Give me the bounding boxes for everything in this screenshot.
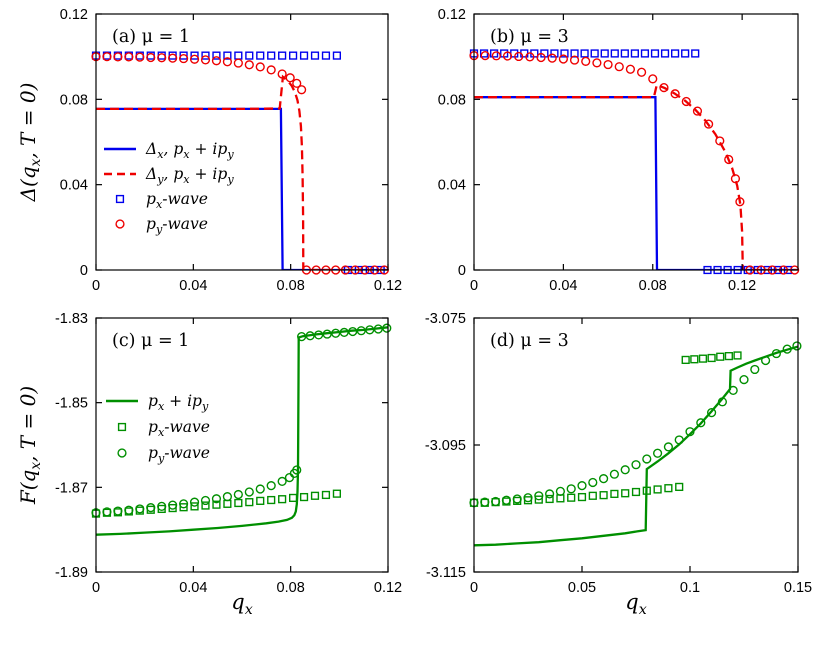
x-tick-label: 0.04: [179, 278, 207, 294]
panel-b: 0 0.04 0.08 0.12 0 0.04 0.08 0.12 (b) μ = 3: [438, 7, 800, 294]
x-tick-label: 0.08: [277, 278, 305, 294]
panel-b-label: (b) μ = 3: [490, 27, 569, 47]
panel-b-frame: [473, 13, 799, 271]
legend-label: px-wave: [146, 190, 208, 211]
series-py_wave: [469, 341, 802, 508]
series-py_wave: [469, 50, 800, 275]
y-tick-label: 0.12: [60, 7, 88, 23]
y-tick-label: -1.83: [55, 311, 88, 327]
panel-d-label: (d) μ = 3: [490, 331, 569, 351]
panel-b-ticks: [473, 13, 798, 271]
y-tick-label: 0.08: [60, 92, 88, 108]
series-px_ipy: [474, 345, 798, 547]
series-px_wave: [469, 351, 742, 507]
legend-label: Δy, px + ipy: [145, 165, 234, 186]
y-tick-label: 0: [458, 263, 466, 279]
y-axis-title-free-energy: F(qx, T = 0): [16, 385, 44, 505]
y-tick-label: 0.08: [438, 92, 466, 108]
y-tick-label: 0.12: [438, 7, 466, 23]
series-delta_x_px_ipy: [96, 107, 388, 270]
x-axis-title-right: qx: [625, 590, 647, 619]
x-tick-label: 0.15: [784, 580, 812, 596]
x-tick-label: 0.04: [549, 278, 577, 294]
y-tick-label: -3.115: [426, 565, 466, 581]
panel-a-label: (a) μ = 1: [112, 27, 190, 47]
legend-label: py-wave: [146, 215, 208, 236]
x-tick-label: 0.1: [680, 580, 700, 596]
panel-a-ticks: [95, 13, 389, 271]
y-tick-label: 0: [80, 263, 88, 279]
legend-swatch-square: [117, 422, 127, 432]
panel-d: 0 0.05 0.1 0.15 -3.115 -3.095 -3.075 (d) μ = 3: [425, 311, 812, 596]
panel-c-label: (c) μ = 1: [112, 331, 189, 351]
panel-c-legend: px + ipy px-wave py-wave: [106, 392, 210, 465]
y-tick-label: 0.04: [438, 178, 466, 194]
series-delta_y_px_ipy: [474, 83, 798, 270]
legend-swatch-circle: [117, 448, 127, 458]
x-tick-label: 0: [92, 580, 100, 596]
y-tick-label: -3.075: [425, 311, 466, 327]
x-tick-label: 0.12: [374, 580, 402, 596]
y-tick-label: 0.04: [60, 178, 88, 194]
panel-c-ticks: [95, 317, 389, 573]
series-py_wave: [91, 52, 389, 275]
series-py_wave: [91, 323, 392, 518]
x-tick-label: 0: [470, 580, 478, 596]
y-tick-label: -1.87: [55, 480, 88, 496]
legend-label: py-wave: [148, 444, 210, 465]
panel-a-legend: Δx, px + ipy Δy, px + ipy px-wave py-wave: [104, 140, 234, 236]
x-tick-label: 0.05: [568, 580, 596, 596]
y-axis-title-gap: Δ(qx, T = 0): [16, 82, 44, 202]
series-delta_y_px_ipy: [96, 74, 388, 270]
x-tick-label: 0.12: [374, 278, 402, 294]
legend-swatch-circle: [115, 219, 125, 229]
x-tick-label: 0.08: [639, 278, 667, 294]
x-tick-label: 0.12: [728, 278, 756, 294]
panel-d-ticks: [473, 317, 799, 573]
legend-swatch-square: [115, 194, 125, 204]
panel-a: 0 0.04 0.08 0.12 0 0.04 0.08 0.12 (a) μ = 1 Δx, p…: [60, 7, 402, 294]
panel-c: 0 0.04 0.08 0.12 -1.89 -1.87 -1.85 -1.83 (c) μ =…: [55, 311, 402, 596]
series-px_wave: [91, 51, 385, 275]
legend-label: px + ipy: [148, 392, 209, 413]
legend-label: Δx, px + ipy: [145, 140, 234, 161]
series-px_ipy: [96, 326, 388, 536]
y-tick-label: -1.85: [55, 396, 88, 412]
x-tick-label: 0: [470, 278, 478, 294]
x-axis-title-left: qx: [231, 590, 253, 619]
x-tick-label: 0.04: [179, 580, 207, 596]
y-tick-label: -3.095: [425, 438, 466, 454]
panel-c-frame: [95, 317, 389, 573]
y-tick-label: -1.89: [55, 565, 88, 581]
panel-d-frame: [473, 317, 799, 573]
panel-a-frame: [95, 13, 389, 271]
legend-label: px-wave: [148, 418, 210, 439]
x-tick-label: 0: [92, 278, 100, 294]
series-delta_x_px_ipy: [474, 96, 798, 270]
x-tick-label: 0.08: [277, 580, 305, 596]
